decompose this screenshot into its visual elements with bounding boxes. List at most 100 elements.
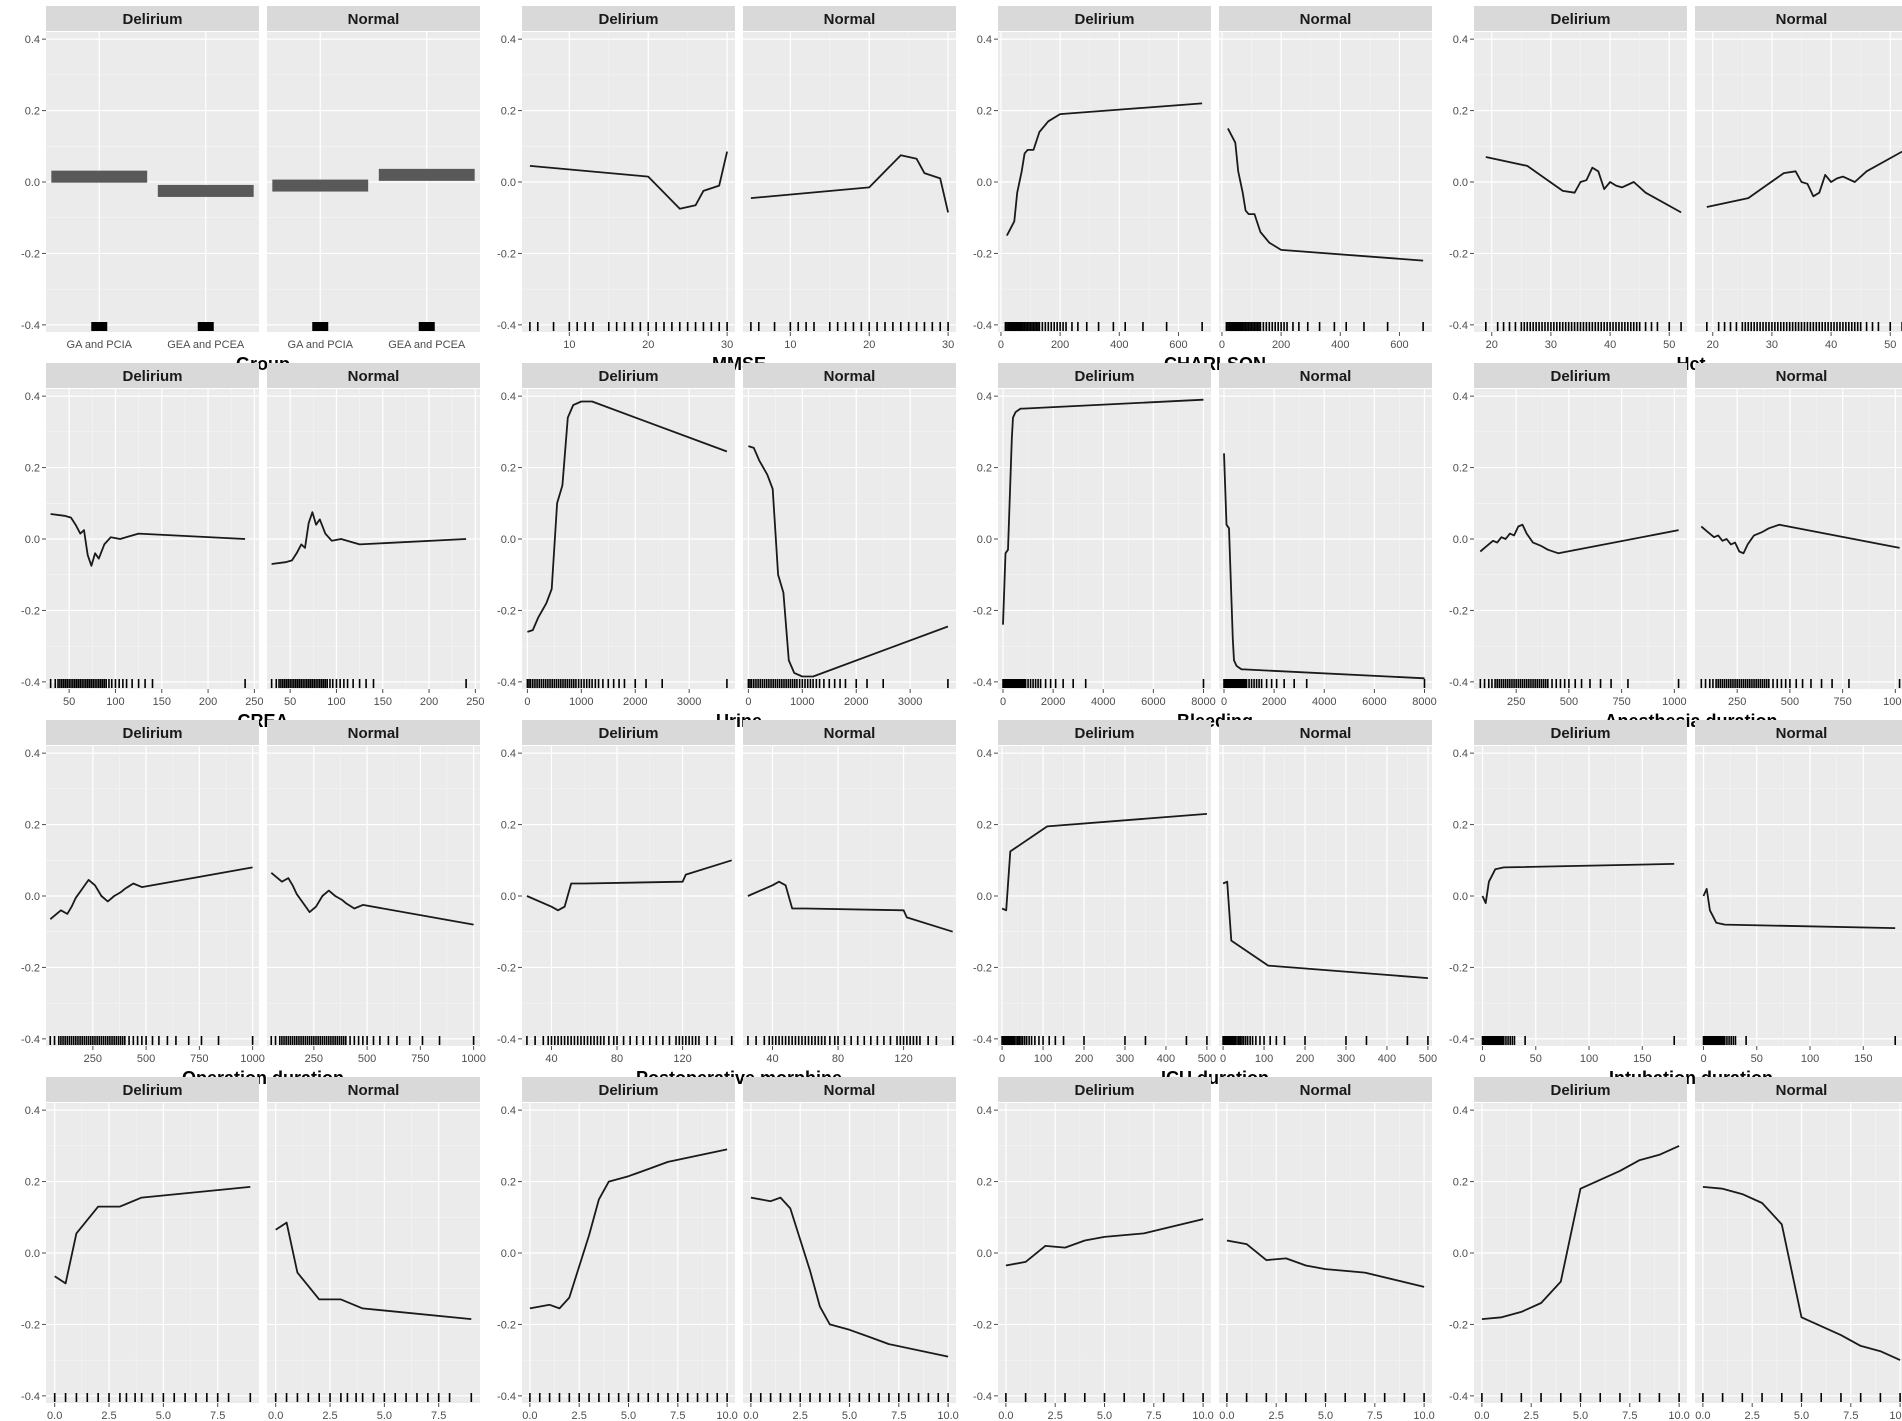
chart-14-y-tick-label: -0.2 (973, 1319, 992, 1331)
chart-2-facet-delirium-x-tick-label: 0 (998, 339, 1004, 351)
chart-6-facet-delirium-x-tick-label: 4000 (1091, 696, 1115, 708)
chart-15-y-tick-label: 0.4 (1453, 1105, 1468, 1117)
chart-9-facet-normal-x-tick-label: 80 (832, 1053, 844, 1065)
chart-8-facet-delirium-x-tick-label: 500 (137, 1053, 155, 1065)
chart-13-facet-normal-x-tick-label: 2.5 (793, 1410, 808, 1421)
chart-2-facet-normal-x-tick-label: 400 (1331, 339, 1349, 351)
chart-5-facet-delirium-x-tick-label: 1000 (569, 696, 593, 708)
chart-10-facet-delirium-x-tick-label: 100 (1034, 1053, 1052, 1065)
chart-2-facet-normal-strip-label: Normal (1300, 11, 1352, 28)
chart-9-facet-delirium-strip (522, 720, 735, 745)
chart-11-facet-delirium-x-tick-label: 0 (1479, 1053, 1485, 1065)
chart-7-y-tick-label: 0.2 (1453, 463, 1468, 475)
chart-2-facet-delirium-x-tick-label: 200 (1051, 339, 1069, 351)
chart-10-facet-normal-x-tick-label: 0 (1220, 1053, 1226, 1065)
chart-14-facet-delirium-x-tick-label: 10.0 (1192, 1410, 1213, 1421)
chart-8-facet-delirium-x-tick-label: 1000 (240, 1053, 264, 1065)
chart-10-y-tick-label: 0.0 (977, 891, 992, 903)
chart-8-y-tick-label: 0.4 (25, 748, 40, 760)
chart-8-facet-normal-x-tick-label: 250 (305, 1053, 323, 1065)
chart-11-y-tick-label: -0.4 (1449, 1034, 1468, 1046)
chart-14-facet-delirium-series-line (1005, 1218, 1204, 1267)
chart-9-y-tick-label: 0.2 (501, 820, 516, 832)
chart-11-facet-delirium-series-line (1481, 863, 1675, 904)
chart-11-facet-normal-series-line (1702, 888, 1896, 929)
chart-1-y-tick-label: 0.0 (501, 177, 516, 189)
chart-0-facet-delirium-strip (46, 6, 259, 31)
chart-5-facet-delirium-x-tick-label: 0 (524, 696, 530, 708)
chart-1-y-tick-label: 0.4 (501, 34, 516, 46)
chart-6-y-tick-label: 0.2 (977, 463, 992, 475)
chart-8-facet-delirium-strip-label: Delirium (122, 725, 182, 742)
chart-14-facet-normal-x-tick-label: 7.5 (1367, 1410, 1382, 1421)
chart-5-facet-normal-x-tick-label: 1000 (790, 696, 814, 708)
chart-14-facet-normal-x-tick-label: 2.5 (1269, 1410, 1284, 1421)
chart-4-y-tick-label: 0.0 (25, 534, 40, 546)
chart-14-facet-delirium-x-tick-label: 5.0 (1097, 1410, 1112, 1421)
chart-4-facet-delirium-x-tick-label: 100 (106, 696, 124, 708)
chart-11-facet-normal-x-tick-label: 100 (1801, 1053, 1819, 1065)
chart-14-y-tick-label: -0.4 (973, 1391, 992, 1403)
chart-7-facet-delirium: Delirium 250 500 750 1000 (1474, 363, 1687, 708)
chart-2-y-tick-label: -0.4 (973, 320, 992, 332)
chart-5-facet-normal: Normal 0 1000 2000 3000 (743, 363, 956, 708)
chart-14-facet-normal-strip (1219, 1077, 1432, 1102)
chart-7-y-tick-label: -0.4 (1449, 677, 1468, 689)
chart-6-facet-delirium-series-line (1002, 398, 1204, 625)
chart-11-facet-normal-x-tick-label: 150 (1854, 1053, 1872, 1065)
chart-14-facet-normal-x-tick-label: 5.0 (1318, 1410, 1333, 1421)
chart-8-facet-delirium-x-tick-label: 250 (84, 1053, 102, 1065)
chart-13-y-tick-label: 0.0 (501, 1248, 516, 1260)
chart-14-facet-delirium-x-tick-label: 2.5 (1048, 1410, 1063, 1421)
chart-6-facet-normal-strip (1219, 363, 1432, 388)
chart-6-y-tick-label: 0.4 (977, 391, 992, 403)
chart-3-facet-delirium-series-line (1485, 156, 1682, 214)
chart-4-facet-delirium-x-tick-label: 200 (199, 696, 217, 708)
chart-12-facet-normal: Normal 0.0 2.5 5.0 7.5 (267, 1077, 480, 1421)
chart-5-facet-normal-x-tick-label: 3000 (898, 696, 922, 708)
chart-5-y-tick-label: 0.0 (501, 534, 516, 546)
chart-3-facet-delirium-strip (1474, 6, 1687, 31)
chart-14-facet-normal-strip-label: Normal (1300, 1082, 1352, 1099)
chart-10-facet-normal-strip-label: Normal (1300, 725, 1352, 742)
chart-13-facet-normal-series-line (750, 1196, 949, 1358)
chart-1-facet-delirium-series-line (529, 151, 728, 210)
chart-15-facet-normal-x-tick-label: 2.5 (1745, 1410, 1760, 1421)
chart-5-facet-delirium-series-line (527, 400, 728, 633)
chart-5-facet-delirium-x-tick-label: 2000 (623, 696, 647, 708)
chart-11-y-tick-label: -0.2 (1449, 962, 1468, 974)
chart-0-facet-normal-rug-mark (418, 322, 435, 331)
chart-10-y-tick-label: 0.2 (977, 820, 992, 832)
chart-15-facet-normal-strip-label: Normal (1776, 1082, 1828, 1099)
chart-10-facet-delirium-x-tick-label: 400 (1157, 1053, 1175, 1065)
chart-3-facet-delirium-x-tick-label: 30 (1545, 339, 1557, 351)
chart-10-facet-normal-x-tick-label: 200 (1296, 1053, 1314, 1065)
chart-9-y-tick-label: -0.4 (497, 1034, 516, 1046)
chart-1-facet-delirium: Delirium 10 20 30 (522, 6, 735, 351)
chart-10-facet-normal-x-tick-label: 400 (1378, 1053, 1396, 1065)
chart-9-facet-normal-strip-label: Normal (824, 725, 876, 742)
chart-12-facet-delirium-strip-label: Delirium (122, 1082, 182, 1099)
chart-12-facet-normal-x-tick-label: 2.5 (322, 1410, 337, 1421)
chart-7-facet-delirium-x-tick-label: 750 (1612, 696, 1630, 708)
chart-5-facet-normal-strip-label: Normal (824, 368, 876, 385)
chart-12-facet-delirium-x-tick-label: 0.0 (47, 1410, 62, 1421)
chart-13-facet-delirium-x-tick-label: 0.0 (522, 1410, 537, 1421)
chart-7-facet-normal-x-tick-label: 1000 (1883, 696, 1902, 708)
chart-15-facet-delirium-x-tick-label: 7.5 (1622, 1410, 1637, 1421)
chart-2-facet-normal-strip (1219, 6, 1432, 31)
chart-5-facet-normal-x-tick-label: 0 (745, 696, 751, 708)
chart-7-facet-normal-strip (1695, 363, 1902, 388)
chart-10-facet-delirium-series-line (1001, 813, 1207, 912)
chart-14-facet-delirium-x-tick-label: 7.5 (1146, 1410, 1161, 1421)
chart-8-facet-normal-series-line (270, 872, 474, 926)
chart-2-facet-delirium-x-tick-label: 400 (1110, 339, 1128, 351)
chart-11-facet-delirium: Delirium 0 50 100 150 (1474, 720, 1687, 1065)
chart-5-facet-delirium: Delirium 0 1000 2000 3000 (522, 363, 735, 708)
chart-0-facet-normal-bar-1 (378, 168, 475, 181)
chart-10-facet-normal-series-line (1222, 880, 1428, 979)
chart-6-facet-delirium: Delirium 0 2000 4000 6000 8000 (998, 363, 1216, 708)
chart-14-y-tick-label: 0.2 (977, 1177, 992, 1189)
chart-0-facet-normal-bar-0 (272, 179, 369, 192)
chart-12-y-tick-label: -0.2 (21, 1319, 40, 1331)
